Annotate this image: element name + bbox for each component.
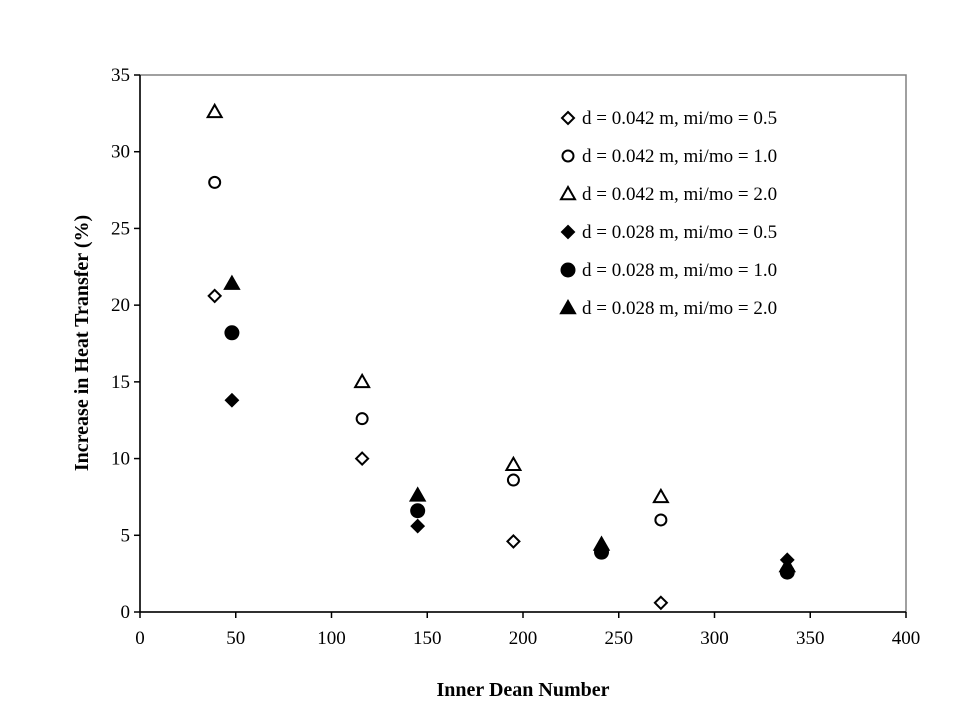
series-3 (205, 102, 670, 504)
series-1 (207, 288, 669, 611)
y-tick-label: 10 (111, 449, 130, 470)
data-point-diamond (207, 288, 223, 304)
data-point-triangle (223, 274, 241, 290)
legend-marker-triangle (559, 298, 577, 315)
data-point-triangle (652, 487, 670, 504)
data-point-circle (654, 513, 668, 527)
legend-marker-diamond (560, 224, 576, 240)
data-point-circle (410, 503, 426, 519)
data-point-triangle (504, 455, 523, 471)
data-points (205, 102, 796, 611)
legend-marker-diamond (560, 110, 576, 126)
data-point-circle (506, 473, 520, 487)
data-point-circle (224, 325, 240, 341)
data-point-diamond (653, 595, 669, 611)
x-tick-label: 100 (317, 628, 346, 649)
data-point-diamond (410, 518, 426, 534)
x-tick-label: 200 (509, 628, 538, 649)
y-tick-label: 30 (111, 142, 130, 163)
y-tick-label: 5 (121, 525, 131, 546)
legend-marker-circle (561, 149, 575, 163)
legend-label: d = 0.042 m, mi/mo = 1.0 (582, 146, 777, 167)
y-tick-label: 25 (111, 218, 130, 239)
legend-item: d = 0.028 m, mi/mo = 1.0 (560, 260, 777, 281)
legend-label: d = 0.028 m, mi/mo = 1.0 (582, 260, 777, 281)
y-tick-label: 20 (111, 295, 130, 316)
data-point-diamond (224, 392, 240, 408)
data-point-triangle (205, 102, 224, 119)
x-tick-label: 150 (413, 628, 442, 649)
data-point-circle (208, 175, 222, 189)
data-point-triangle (353, 372, 371, 389)
x-axis-title: Inner Dean Number (437, 679, 610, 701)
legend-item: d = 0.042 m, mi/mo = 0.5 (560, 108, 777, 129)
y-axis-title: Increase in Heat Transfer (%) (71, 215, 93, 471)
x-tick-label: 50 (226, 628, 245, 649)
data-point-triangle (592, 535, 611, 551)
legend-item: d = 0.042 m, mi/mo = 1.0 (561, 146, 777, 167)
x-tick-label: 400 (892, 628, 921, 649)
legend-marker-circle (560, 262, 576, 278)
legend-item: d = 0.028 m, mi/mo = 0.5 (560, 222, 777, 243)
legend-label: d = 0.042 m, mi/mo = 2.0 (582, 184, 777, 205)
y-axis-ticks: 0 5 10 15 20 25 30 35 (111, 65, 140, 623)
y-tick-label: 0 (121, 602, 131, 623)
data-point-diamond (354, 451, 370, 466)
legend-marker-triangle (559, 184, 577, 201)
legend-item: d = 0.042 m, mi/mo = 2.0 (559, 184, 777, 205)
data-point-circle (355, 412, 369, 426)
x-tick-label: 300 (700, 628, 729, 649)
plot-area-frame (139, 74, 907, 613)
y-tick-label: 35 (111, 65, 130, 86)
series-2 (208, 175, 668, 527)
x-tick-label: 250 (605, 628, 634, 649)
legend-label: d = 0.028 m, mi/mo = 2.0 (582, 298, 777, 319)
data-point-triangle (778, 556, 796, 573)
legend-label: d = 0.028 m, mi/mo = 0.5 (582, 222, 777, 243)
x-axis-ticks: 0 50 100 150 200 250 300 350 400 (135, 612, 920, 649)
data-point-diamond (506, 534, 521, 549)
legend: d = 0.042 m, mi/mo = 0.5 d = 0.042 m, mi/… (559, 108, 777, 319)
x-tick-label: 350 (796, 628, 825, 649)
series-6 (223, 274, 796, 573)
x-tick-label: 0 (135, 628, 145, 649)
data-point-triangle (408, 486, 427, 502)
legend-label: d = 0.042 m, mi/mo = 0.5 (582, 108, 777, 129)
y-tick-label: 15 (111, 372, 130, 393)
legend-item: d = 0.028 m, mi/mo = 2.0 (559, 298, 777, 319)
